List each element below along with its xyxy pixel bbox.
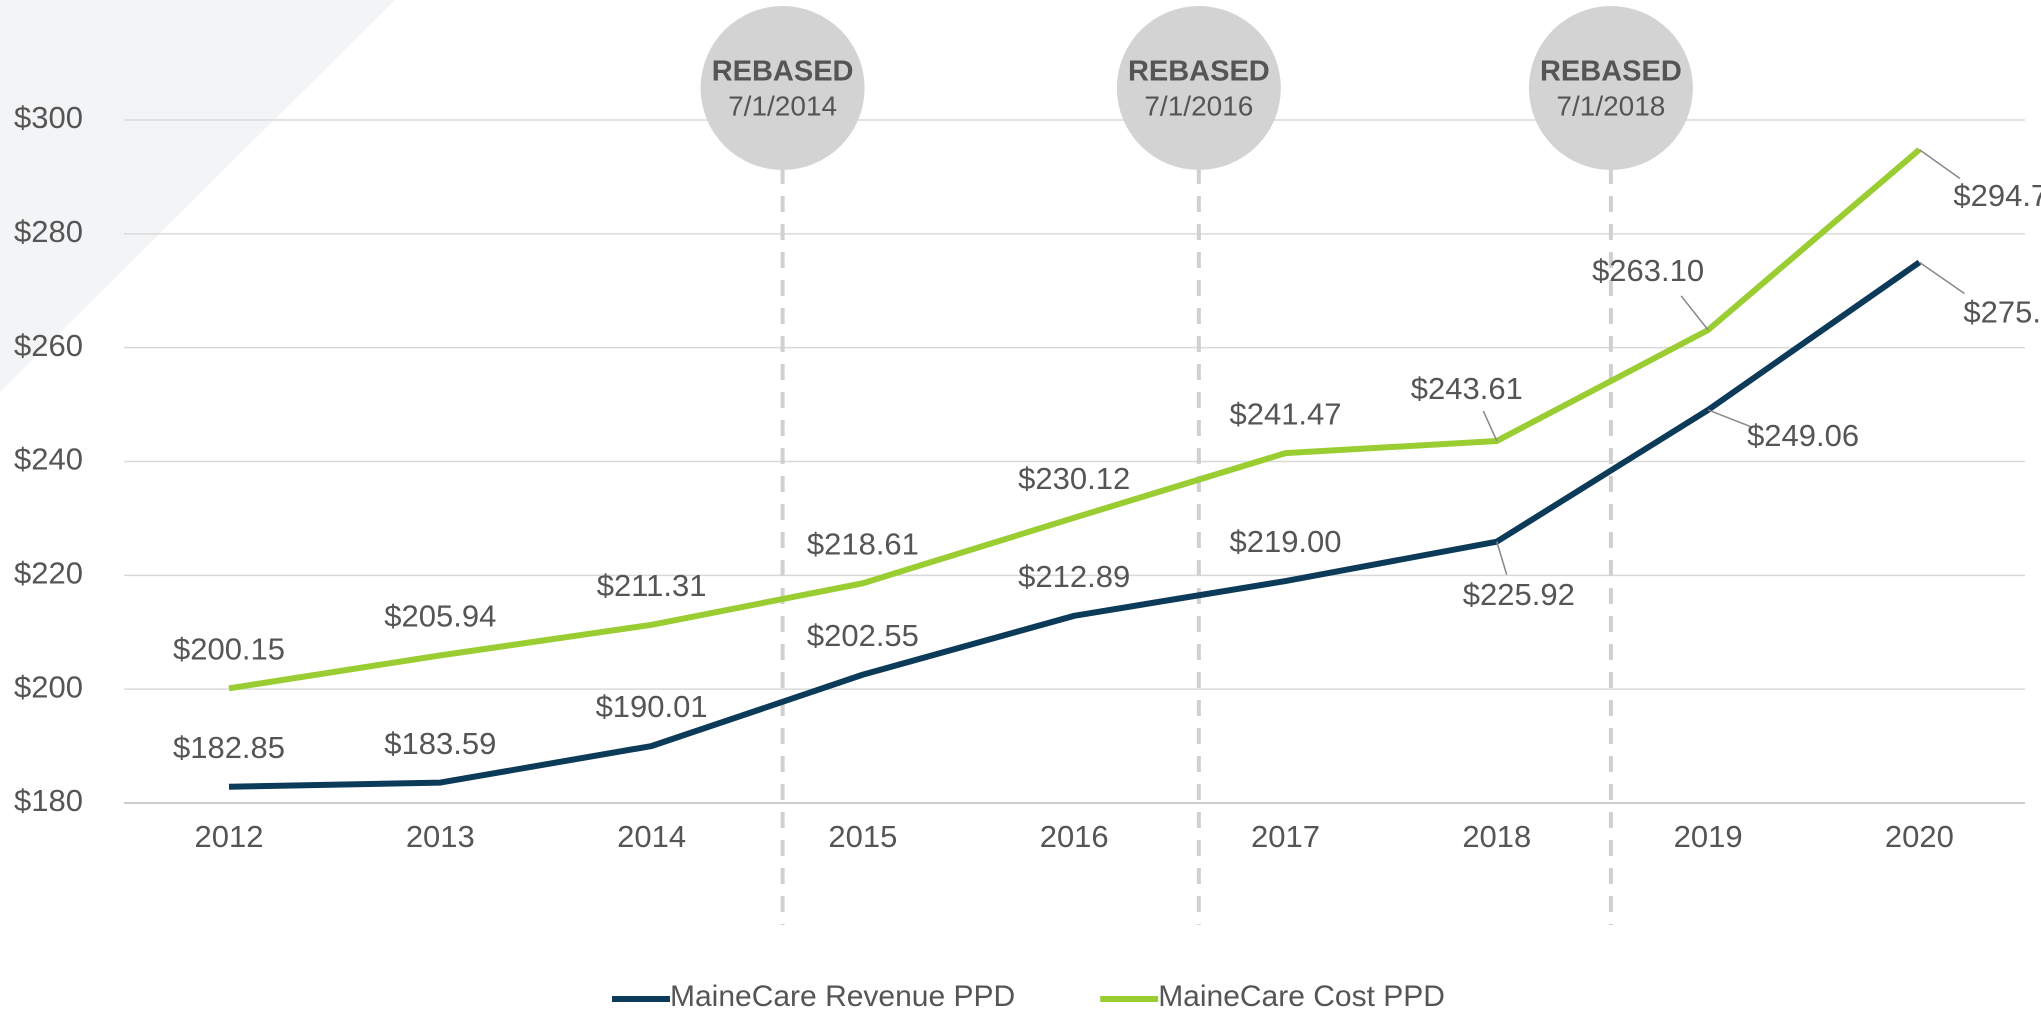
data-label: $190.01	[596, 689, 708, 724]
data-label: $230.12	[1018, 461, 1130, 496]
data-label: $263.10	[1592, 253, 1704, 288]
x-tick-label: 2015	[828, 819, 897, 854]
series-line	[228, 147, 1922, 692]
data-label: $200.15	[173, 632, 285, 667]
data-label: $294.79	[1953, 178, 2041, 213]
x-tick-label: 2013	[406, 819, 475, 854]
data-label: $211.31	[597, 568, 707, 603]
data-label: $243.61	[1411, 371, 1523, 406]
x-tick-label: 2017	[1251, 819, 1320, 854]
data-label: $219.00	[1229, 524, 1341, 559]
rebase-badge	[1116, 6, 1281, 170]
data-label: $212.89	[1018, 559, 1130, 594]
y-tick-label: $280	[14, 214, 83, 249]
rebase-badge	[1528, 6, 1693, 170]
x-tick-label: 2014	[617, 819, 686, 854]
data-label: $183.59	[384, 726, 496, 761]
y-tick-label: $200	[14, 669, 83, 704]
series-line	[228, 259, 1922, 790]
x-tick-label: 2019	[1674, 819, 1743, 854]
data-label: $218.61	[807, 526, 919, 561]
y-tick-label: $240	[14, 442, 83, 477]
leader-line	[1496, 541, 1508, 575]
leader-line	[1918, 261, 1965, 295]
data-label: $205.94	[384, 599, 496, 634]
leader-line	[1680, 295, 1709, 331]
x-tick-label: 2016	[1040, 819, 1109, 854]
rebase-date: 7/1/2016	[1144, 90, 1253, 121]
rebase-date: 7/1/2014	[728, 90, 837, 121]
rebase-title: REBASED	[1540, 56, 1682, 88]
rebase-date: 7/1/2018	[1556, 90, 1665, 121]
rebase-title: REBASED	[712, 56, 854, 88]
x-tick-label: 2018	[1462, 819, 1531, 854]
data-label: $225.92	[1463, 577, 1575, 612]
y-tick-label: $180	[14, 783, 83, 818]
rebase-badge	[700, 6, 865, 170]
legend-label: MaineCare Cost PPD	[1158, 980, 1445, 1010]
data-label: $241.47	[1229, 396, 1341, 431]
leader-line	[1482, 410, 1498, 442]
x-tick-label: 2020	[1885, 819, 1954, 854]
data-label: $249.06	[1747, 418, 1859, 453]
x-tick-label: 2012	[195, 819, 264, 854]
data-label: $182.85	[173, 730, 285, 765]
legend-label: MaineCare Revenue PPD	[670, 980, 1015, 1010]
rebase-title: REBASED	[1128, 56, 1270, 88]
leader-line	[1918, 149, 1961, 180]
background-decoration	[0, 0, 395, 392]
y-tick-label: $300	[14, 100, 83, 135]
y-tick-label: $220	[14, 556, 83, 591]
data-label: $275.00	[1963, 294, 2041, 329]
leader-line	[1707, 409, 1752, 428]
y-tick-label: $260	[14, 328, 83, 363]
data-label: $202.55	[807, 618, 919, 653]
